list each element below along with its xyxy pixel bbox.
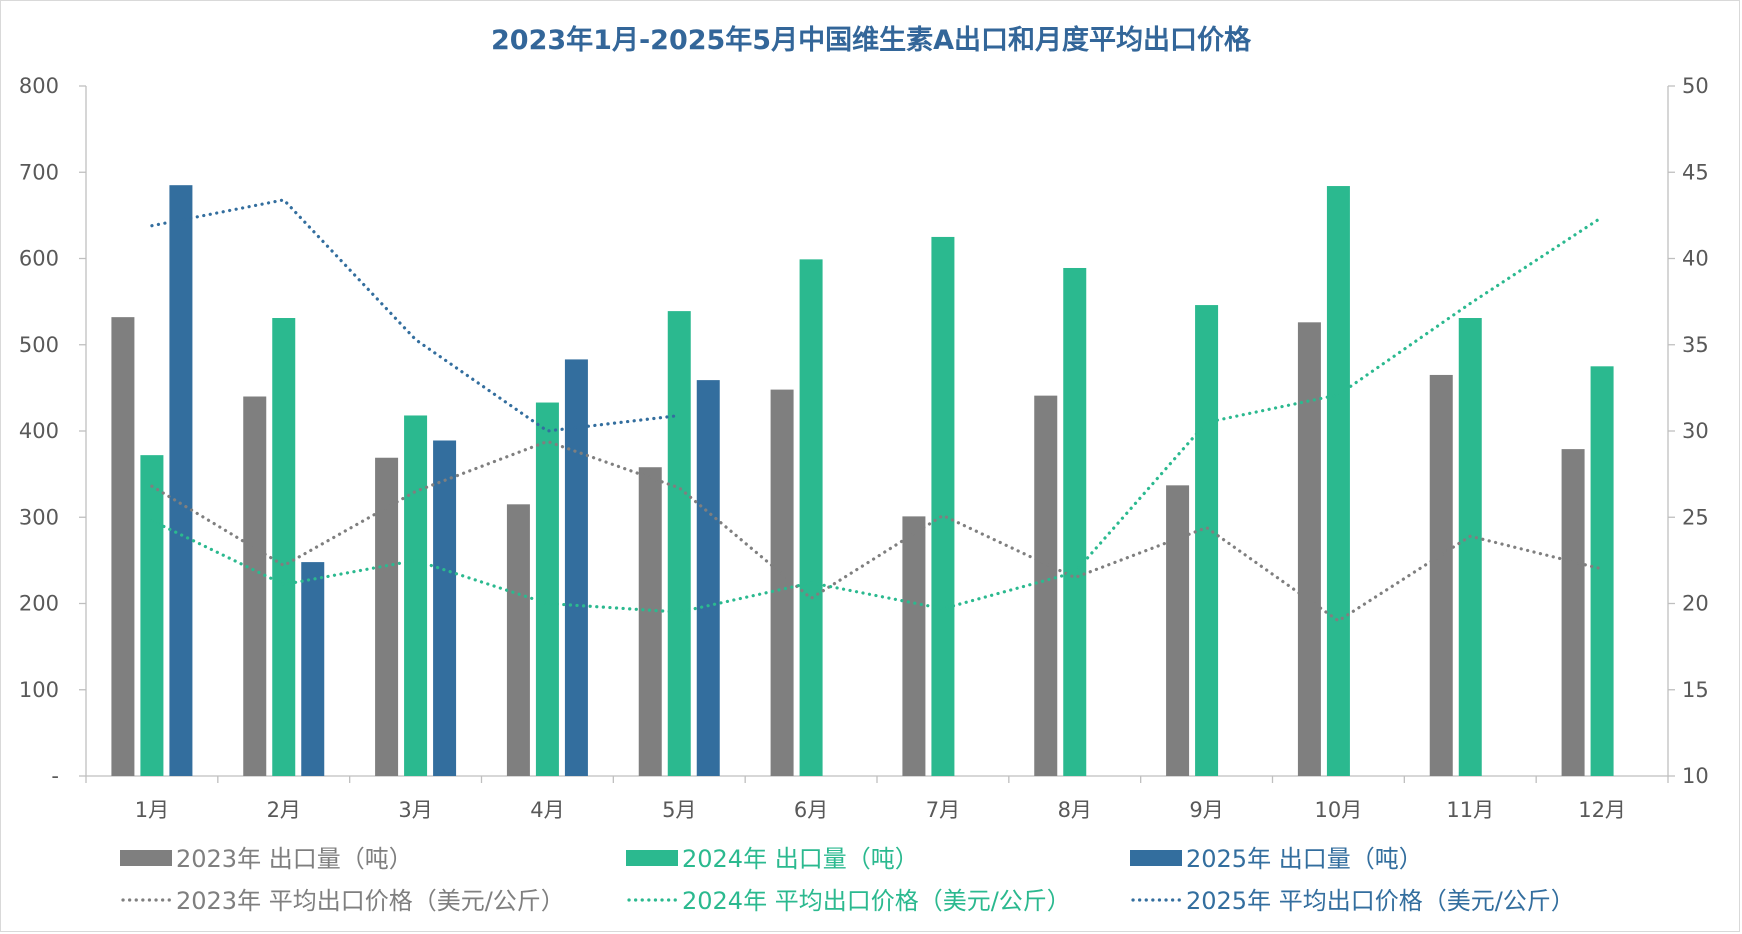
x-tick-label: 11月	[1446, 798, 1494, 822]
x-tick-label: 9月	[1189, 798, 1223, 822]
x-tick-label: 12月	[1578, 798, 1626, 822]
bar-2024-4	[535, 402, 559, 776]
y-axis-right-ticks: 10 15 20 25 30 35 40 45 50	[1668, 74, 1709, 788]
x-tick-label: 8月	[1058, 798, 1092, 822]
legend-item: 2025年 平均出口价格（美元/公斤）	[1131, 887, 1575, 915]
x-tick-label: 4月	[530, 798, 564, 822]
bar-2024-8	[1063, 267, 1087, 776]
bar-2023-8	[1034, 395, 1058, 776]
y-axis-left-ticks: - 100 200 300 400 500 600 700 800	[19, 74, 86, 788]
y-left-tick-label: 500	[19, 333, 59, 357]
bar-2023-3	[375, 457, 399, 776]
legend-item: 2025年 出口量（吨）	[1130, 845, 1423, 873]
bar-2024-6	[799, 259, 823, 776]
bar-2023-6	[770, 389, 794, 776]
y-right-tick-label: 45	[1682, 160, 1709, 184]
bar-2024-3	[404, 415, 428, 776]
x-tick-label: 6月	[794, 798, 828, 822]
bar-2024-2	[272, 318, 296, 776]
y-left-tick-label: 200	[19, 592, 59, 616]
x-tick-label: 3月	[398, 798, 432, 822]
chart-title: 2023年1月-2025年5月中国维生素A出口和月度平均出口价格	[491, 25, 1251, 56]
bar-2025-1	[169, 185, 193, 776]
legend-item: 2024年 出口量（吨）	[626, 845, 919, 873]
line-series-group	[150, 198, 1604, 623]
bar-2023-10	[1297, 322, 1321, 776]
legend-label: 2025年 平均出口价格（美元/公斤）	[1186, 887, 1575, 915]
bar-2023-4	[506, 504, 530, 776]
bar-series-group	[111, 185, 1614, 777]
legend-label: 2025年 出口量（吨）	[1186, 845, 1423, 873]
bar-2023-1	[111, 317, 135, 776]
y-right-tick-label: 25	[1682, 505, 1709, 529]
legend-item: 2024年 平均出口价格（美元/公斤）	[627, 887, 1071, 915]
legend: 2023年 出口量（吨） 2024年 出口量（吨） 2025年 出口量（吨） 2023…	[120, 845, 1575, 915]
bar-2024-12	[1590, 366, 1614, 776]
x-tick-label: 2月	[267, 798, 301, 822]
y-right-tick-label: 20	[1682, 592, 1709, 616]
legend-label: 2023年 平均出口价格（美元/公斤）	[176, 887, 565, 915]
legend-item: 2023年 平均出口价格（美元/公斤）	[121, 887, 565, 915]
y-right-tick-label: 10	[1682, 764, 1709, 788]
y-right-tick-label: 15	[1682, 678, 1709, 702]
bar-2023-7	[902, 516, 926, 776]
y-right-tick-label: 35	[1682, 333, 1709, 357]
y-left-tick-label: 800	[19, 74, 59, 98]
x-tick-label: 10月	[1315, 798, 1363, 822]
x-tick-label: 7月	[926, 798, 960, 822]
legend-label: 2024年 平均出口价格（美元/公斤）	[682, 887, 1071, 915]
price-line-2023	[150, 439, 1604, 623]
legend-label: 2024年 出口量（吨）	[682, 845, 919, 873]
y-right-tick-label: 30	[1682, 419, 1709, 443]
x-tick-label: 1月	[135, 798, 169, 822]
y-left-tick-label: 300	[19, 505, 59, 529]
legend-item: 2023年 出口量（吨）	[120, 845, 413, 873]
y-left-tick-label: 400	[19, 419, 59, 443]
bar-2025-3	[433, 440, 457, 776]
bar-2024-10	[1326, 186, 1350, 777]
bar-2025-4	[564, 359, 588, 776]
bar-2024-7	[931, 236, 955, 776]
x-tick-label: 5月	[662, 798, 696, 822]
y-right-tick-label: 40	[1682, 247, 1709, 271]
legend-swatch-bar	[626, 850, 678, 866]
bar-2023-11	[1429, 374, 1453, 776]
legend-swatch-bar	[1130, 850, 1182, 866]
bar-2024-9	[1195, 305, 1219, 776]
bar-2023-9	[1166, 485, 1190, 776]
legend-label: 2023年 出口量（吨）	[176, 845, 413, 873]
bar-2024-5	[667, 311, 691, 776]
price-line-2025	[150, 198, 681, 433]
y-left-tick-label: 700	[19, 160, 59, 184]
y-left-tick-label: 600	[19, 247, 59, 271]
bar-2025-2	[301, 562, 325, 776]
bar-2024-11	[1458, 318, 1482, 776]
y-left-tick-label: 100	[19, 678, 59, 702]
bar-2025-5	[696, 380, 720, 776]
bar-2024-1	[140, 455, 164, 776]
legend-swatch-bar	[120, 850, 172, 866]
y-right-tick-label: 50	[1682, 74, 1709, 98]
bar-2023-5	[638, 467, 662, 776]
x-axis-ticks: 1月 2月 3月 4月 5月 6月 7月 8月 9月 10月 11月 12月	[85, 776, 1669, 822]
y-left-tick-label: -	[51, 764, 59, 788]
price-line-2024	[150, 215, 1604, 614]
bar-2023-2	[243, 396, 267, 776]
bar-2023-12	[1561, 449, 1585, 776]
